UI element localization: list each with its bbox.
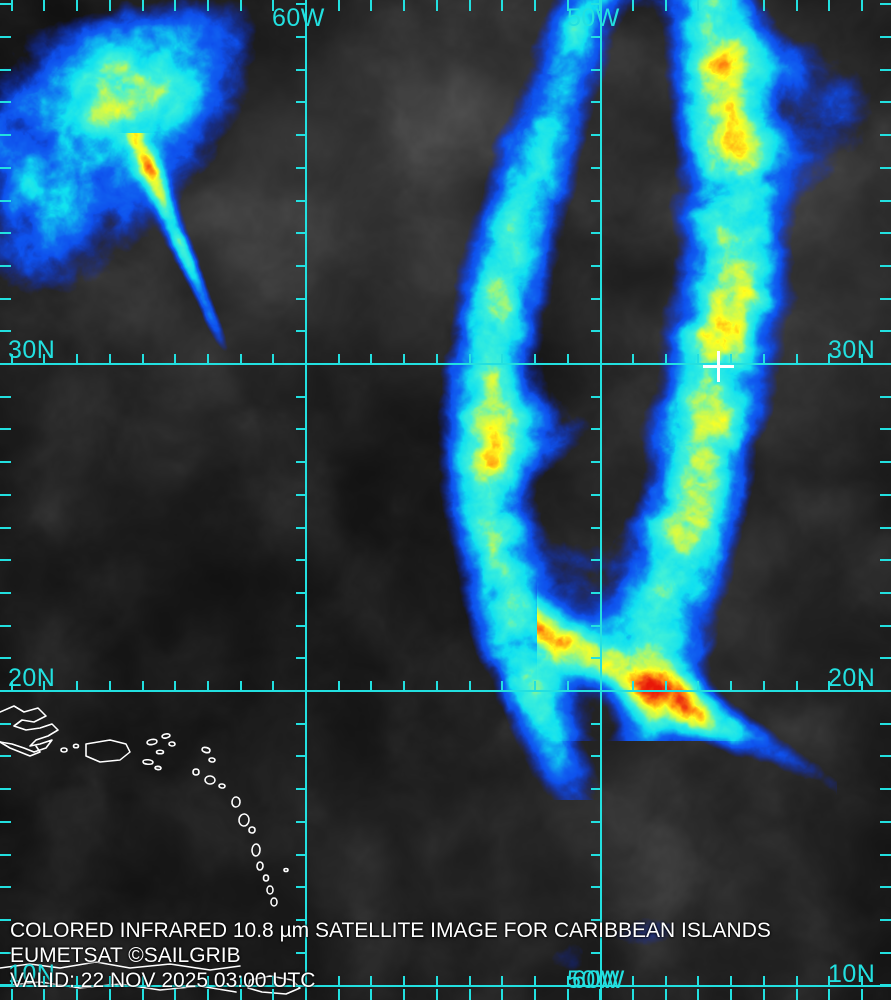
- caption-source: EUMETSAT ©SAILGRIB: [10, 944, 241, 967]
- caption-block: COLORED INFRARED 10.8 µm SATELLITE IMAGE…: [10, 918, 771, 993]
- caption-valid-time: VALID: 22 NOV 2025 03:00 UTC: [10, 969, 316, 992]
- caption-title: COLORED INFRARED 10.8 µm SATELLITE IMAGE…: [10, 919, 771, 942]
